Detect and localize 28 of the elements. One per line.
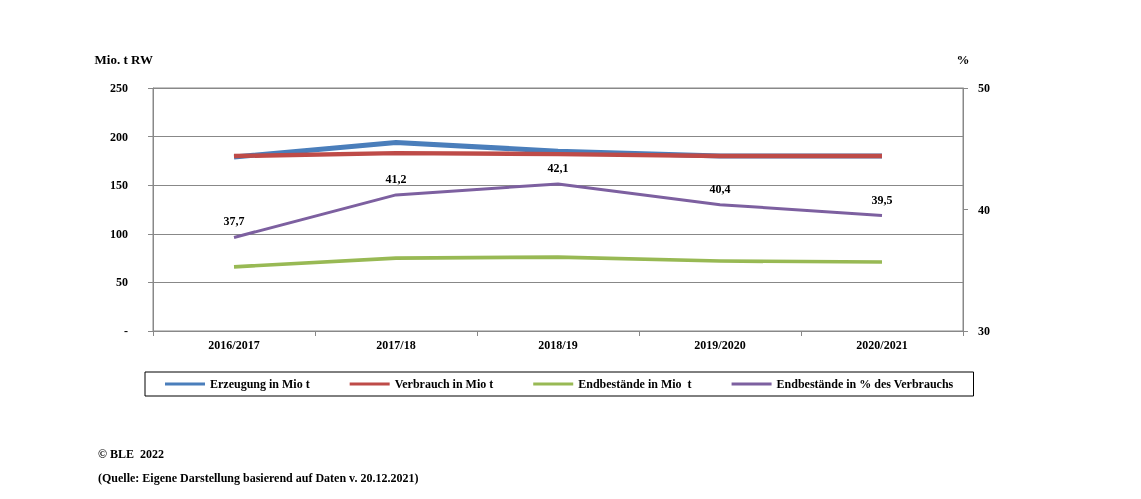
x-tick-label: 2018/19 bbox=[538, 338, 578, 352]
x-tick-label: 2020/2021 bbox=[856, 338, 908, 352]
text: (Quelle: Eigene Darstellung basierend auf Daten v. 20.12.2021) bbox=[98, 471, 419, 485]
x-tick-label: 2016/2017 bbox=[208, 338, 260, 352]
y-tick-label: - bbox=[124, 324, 128, 338]
data-label: 40,4 bbox=[709, 181, 731, 196]
legend-label: Endbestände in % des Verbrauchs bbox=[776, 377, 954, 391]
y-tick-label: 250 bbox=[110, 81, 128, 95]
data-label: 37,7 bbox=[223, 214, 245, 229]
x-tick-label: 2019/2020 bbox=[694, 338, 746, 352]
y-tick-label: 200 bbox=[110, 129, 128, 144]
y2-tick-label: 30 bbox=[978, 324, 990, 338]
y2-axis-title: % bbox=[956, 52, 970, 67]
y2-tick-label: 50 bbox=[978, 81, 990, 95]
legend-label: Verbrauch in Mio t bbox=[394, 377, 494, 391]
y2-tick-label: 40 bbox=[978, 202, 990, 217]
data-label: 41,2 bbox=[385, 171, 407, 186]
data-label: 39,5 bbox=[871, 192, 893, 207]
legend-label: Erzeugung in Mio t bbox=[210, 377, 310, 391]
y-tick-label: 50 bbox=[116, 275, 128, 290]
legend-label: Endbestände in Mio t bbox=[578, 377, 692, 391]
y-axis-title: Mio. t RW bbox=[94, 52, 153, 67]
x-tick-label: 2017/18 bbox=[376, 338, 416, 352]
data-label: 42,1 bbox=[547, 160, 569, 175]
line-series bbox=[232, 255, 884, 269]
text: © BLE 2022 bbox=[98, 447, 164, 461]
y-tick-label: 150 bbox=[110, 178, 128, 193]
y-tick-label: 100 bbox=[110, 226, 128, 241]
